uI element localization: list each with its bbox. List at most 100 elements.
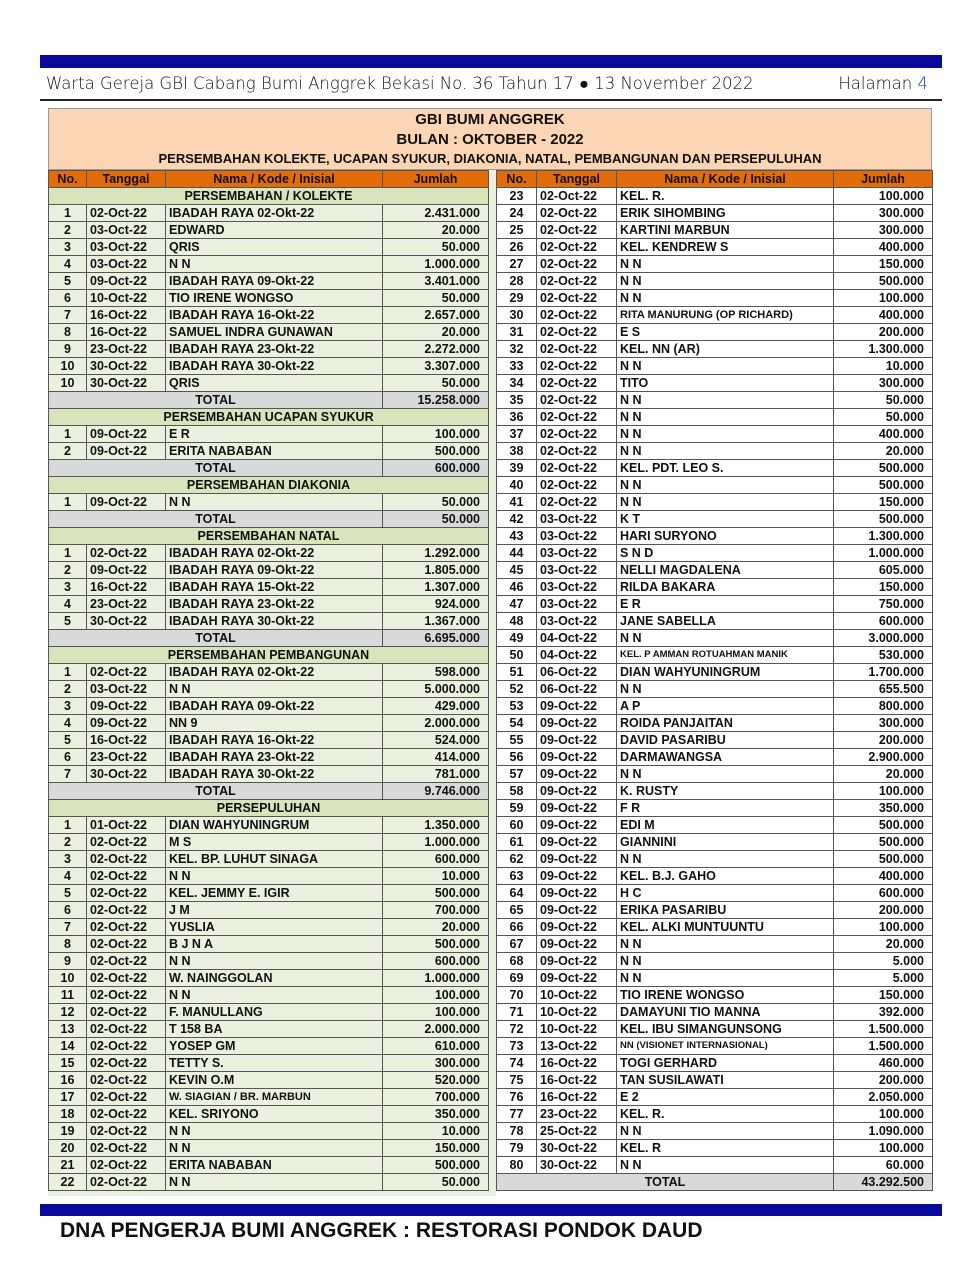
col-jumlah: 100.000 [833, 187, 933, 205]
col-nama: KEL. IBU SIMANGUNSONG [616, 1020, 834, 1038]
col-jumlah: 150.000 [833, 493, 933, 511]
col-jumlah: 500.000 [833, 833, 933, 851]
col-nama: GIANNINI [616, 833, 834, 851]
table-row: 4 09-Oct-22 NN 9 2.000.000 [48, 714, 489, 732]
col-tanggal: 02-Oct-22 [536, 442, 617, 460]
col-nama: JANE SABELLA [616, 612, 834, 630]
col-jumlah: 1.367.000 [382, 612, 489, 630]
col-no: 30 [496, 306, 537, 324]
col-nama: E S [616, 323, 834, 341]
col-jumlah: 2.272.000 [382, 340, 489, 358]
col-no: 75 [496, 1071, 537, 1089]
table-row: 17 02-Oct-22 W. SIAGIAN / BR. MARBUN 700.00… [48, 1088, 489, 1106]
col-nama: N N [616, 952, 834, 970]
col-no: 27 [496, 255, 537, 273]
col-nama: IBADAH RAYA 09-Okt-22 [165, 272, 383, 290]
col-no: 1 [48, 544, 87, 562]
col-no: 57 [496, 765, 537, 783]
col-nama: SAMUEL INDRA GUNAWAN [165, 323, 383, 341]
section-header: PERSEMBAHAN UCAPAN SYUKUR [48, 408, 489, 426]
col-nama: TETTY S. [165, 1054, 383, 1072]
col-jumlah: 500.000 [382, 884, 489, 902]
col-no-header: No. [48, 170, 87, 188]
col-nama: RITA MANURUNG (OP RICHARD) [616, 306, 834, 324]
table-row: 5 09-Oct-22 IBADAH RAYA 09-Okt-22 3.401.000 [48, 272, 489, 290]
col-tanggal: 16-Oct-22 [86, 731, 166, 749]
col-tanggal: 02-Oct-22 [536, 476, 617, 494]
col-no: 65 [496, 901, 537, 919]
total-row: TOTAL 600.000 [48, 459, 489, 477]
col-nama: EDI M [616, 816, 834, 834]
table-row: 3 03-Oct-22 QRIS 50.000 [48, 238, 489, 256]
col-tanggal: 09-Oct-22 [86, 561, 166, 579]
col-no: 12 [48, 1003, 87, 1021]
col-jumlah: 1.350.000 [382, 816, 489, 834]
col-no: 17 [48, 1088, 87, 1106]
col-no: 24 [496, 204, 537, 222]
header-rule [40, 99, 942, 101]
col-jumlah: 200.000 [833, 323, 933, 341]
table-row: 7 30-Oct-22 IBADAH RAYA 30-Okt-22 781.000 [48, 765, 489, 783]
table-row: 27 02-Oct-22 N N 150.000 [496, 255, 933, 273]
table-row: 79 30-Oct-22 KEL. R 100.000 [496, 1139, 933, 1157]
col-nama: N N [165, 1122, 383, 1140]
col-jumlah: 300.000 [833, 204, 933, 222]
col-jumlah: 1.000.000 [833, 544, 933, 562]
table-row: 61 09-Oct-22 GIANNINI 500.000 [496, 833, 933, 851]
col-tanggal: 09-Oct-22 [536, 833, 617, 851]
col-no: 1 [48, 493, 87, 511]
col-nama: N N [616, 357, 834, 375]
col-jumlah: 500.000 [382, 442, 489, 460]
col-nama: IBADAH RAYA 09-Okt-22 [165, 561, 383, 579]
table-row: 41 02-Oct-22 N N 150.000 [496, 493, 933, 511]
col-no: 15 [48, 1054, 87, 1072]
col-no: 28 [496, 272, 537, 290]
col-nama: K. RUSTY [616, 782, 834, 800]
total-label: TOTAL [48, 782, 383, 800]
col-jumlah: 500.000 [833, 850, 933, 868]
col-jumlah: 392.000 [833, 1003, 933, 1021]
col-nama: DAMAYUNI TIO MANNA [616, 1003, 834, 1021]
col-nama: YUSLIA [165, 918, 383, 936]
col-nama: N N [616, 493, 834, 511]
col-tanggal: 02-Oct-22 [536, 357, 617, 375]
page-number: 4 [917, 74, 929, 93]
col-tanggal: 09-Oct-22 [536, 935, 617, 953]
col-tanggal: 02-Oct-22 [86, 1003, 166, 1021]
col-tanggal: 10-Oct-22 [536, 1020, 617, 1038]
col-no: 37 [496, 425, 537, 443]
col-tanggal: 02-Oct-22 [86, 204, 166, 222]
col-nama: KEL. KENDREW S [616, 238, 834, 256]
col-no: 18 [48, 1105, 87, 1123]
col-tanggal: 02-Oct-22 [536, 425, 617, 443]
col-jumlah: 5.000 [833, 952, 933, 970]
top-blue-bar [40, 55, 942, 68]
table-row: 4 23-Oct-22 IBADAH RAYA 23-Okt-22 924.000 [48, 595, 489, 613]
table-row: 18 02-Oct-22 KEL. SRIYONO 350.000 [48, 1105, 489, 1123]
col-nama: N N [616, 255, 834, 273]
table-row: 6 10-Oct-22 TIO IRENE WONGSO 50.000 [48, 289, 489, 307]
col-nama: IBADAH RAYA 30-Okt-22 [165, 765, 383, 783]
col-no: 33 [496, 357, 537, 375]
col-tanggal: 09-Oct-22 [536, 765, 617, 783]
col-jumlah: 20.000 [833, 442, 933, 460]
table-row: 57 09-Oct-22 N N 20.000 [496, 765, 933, 783]
table-row: 16 02-Oct-22 KEVIN O.M 520.000 [48, 1071, 489, 1089]
col-no: 22 [48, 1173, 87, 1191]
col-tanggal: 09-Oct-22 [536, 714, 617, 732]
col-no: 78 [496, 1122, 537, 1140]
col-jumlah: 1.805.000 [382, 561, 489, 579]
col-tanggal: 09-Oct-22 [86, 697, 166, 715]
col-no: 51 [496, 663, 537, 681]
col-tanggal: 09-Oct-22 [536, 867, 617, 885]
col-jumlah: 100.000 [382, 425, 489, 443]
col-jumlah: 5.000.000 [382, 680, 489, 698]
col-nama: N N [616, 272, 834, 290]
table-row: 73 13-Oct-22 NN (VISIONET INTERNASIONAL) 1.… [496, 1037, 933, 1055]
bottom-blue-bar [40, 1204, 942, 1216]
col-tanggal: 06-Oct-22 [536, 680, 617, 698]
col-nama: N N [616, 935, 834, 953]
col-nama: QRIS [165, 238, 383, 256]
col-nama: B J N A [165, 935, 383, 953]
col-no: 40 [496, 476, 537, 494]
